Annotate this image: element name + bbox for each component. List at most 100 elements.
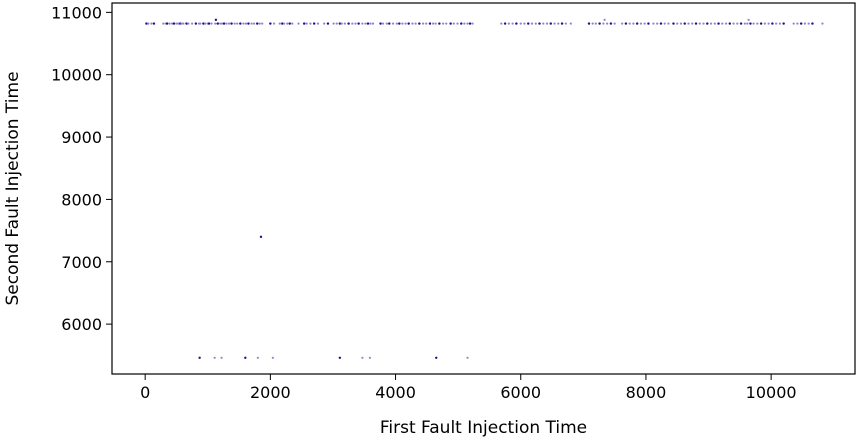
scatter-point (411, 22, 414, 25)
scatter-point (326, 22, 330, 25)
scatter-point (717, 22, 720, 25)
scatter-point (202, 22, 205, 25)
scatter-point (759, 22, 763, 25)
scatter-point (652, 22, 655, 25)
scatter-point (368, 356, 371, 359)
y-tick-label: 9000 (61, 128, 102, 147)
scatter-point (434, 22, 437, 25)
x-tick-label: 0 (140, 383, 150, 402)
scatter-point (385, 22, 388, 25)
scatter-point (369, 22, 372, 25)
scatter-point (721, 22, 724, 25)
scatter-point (407, 22, 410, 25)
scatter-point (172, 22, 176, 25)
scatter-point (340, 22, 343, 25)
scatter-point (351, 22, 354, 25)
scatter-point (435, 356, 438, 359)
scatter-point (643, 22, 646, 25)
scatter-point (792, 22, 795, 25)
y-tick-label: 8000 (61, 190, 102, 209)
scatter-point (168, 22, 171, 25)
scatter-point (460, 22, 463, 25)
scatter-point (656, 22, 659, 25)
scatter-point (679, 22, 683, 25)
scatter-point (591, 22, 594, 25)
scatter-point (511, 22, 514, 25)
scatter-point (635, 22, 639, 25)
scatter-point (221, 22, 224, 25)
scatter-point (564, 22, 567, 25)
scatter-point (233, 22, 236, 25)
scatter-point (691, 22, 694, 25)
scatter-point (702, 22, 705, 25)
scatter-point (242, 22, 245, 25)
x-axis-label: First Fault Injection Time (380, 418, 587, 438)
scatter-point (286, 22, 289, 25)
scatter-point (194, 22, 198, 25)
scatter-point (624, 22, 628, 25)
scatter-point (239, 22, 242, 25)
scatter-points (145, 18, 824, 359)
scatter-point (587, 22, 591, 25)
scatter-point (278, 22, 281, 25)
scatter-point (381, 22, 385, 25)
scatter-point (187, 22, 190, 25)
scatter-point (230, 22, 233, 25)
x-tick-label: 8000 (626, 383, 667, 402)
scatter-point (663, 22, 666, 25)
scatter-point (312, 22, 316, 25)
scatter-point (316, 22, 320, 25)
scatter-point (244, 22, 248, 25)
scatter-point (288, 22, 291, 25)
scatter-point (694, 22, 698, 25)
y-axis-ticks: 6000 7000 8000 9000 10000 11000 (51, 3, 112, 334)
scatter-point (244, 356, 247, 359)
scatter-point (736, 22, 739, 25)
scatter-point (442, 22, 445, 25)
scatter-point (728, 22, 732, 25)
y-axis-label: Second Fault Injection Time (3, 71, 23, 305)
scatter-point (519, 22, 522, 25)
scatter-point (198, 356, 201, 359)
scatter-point (414, 22, 417, 25)
scatter-point (145, 22, 148, 25)
y-tick-label: 10000 (51, 66, 102, 85)
scatter-point (672, 22, 675, 25)
scatter-point (371, 22, 375, 25)
scatter-point (821, 22, 824, 25)
scatter-point (471, 22, 474, 25)
scatter-point (676, 22, 679, 25)
scatter-point (258, 22, 261, 25)
scatter-point (775, 22, 778, 25)
scatter-point (220, 356, 223, 359)
scatter-point (683, 22, 686, 25)
scatter-point (185, 22, 188, 25)
scatter-point (500, 22, 503, 25)
scatter-point (366, 22, 370, 25)
scatter-point (401, 22, 404, 25)
scatter-point (763, 22, 766, 25)
scatter-point (739, 22, 743, 25)
scatter-point (553, 22, 556, 25)
scatter-point (343, 22, 346, 25)
scatter-point (449, 22, 452, 25)
scatter-point (273, 22, 276, 25)
scatter-point (236, 22, 239, 25)
scatter-point (165, 22, 169, 25)
scatter-point (746, 22, 749, 25)
scatter-point (404, 22, 407, 25)
scatter-point (338, 356, 342, 359)
scatter-point (147, 22, 150, 25)
scatter-point (698, 22, 701, 25)
y-tick-label: 11000 (51, 3, 102, 22)
scatter-point (250, 22, 253, 25)
scatter-point (210, 22, 213, 25)
scatter-point (667, 22, 670, 25)
scatter-point (613, 22, 616, 25)
scatter-point (398, 22, 401, 25)
scatter-point (527, 22, 530, 25)
scatter-point (361, 356, 364, 359)
scatter-point (463, 22, 466, 25)
scatter-point (756, 22, 759, 25)
scatter-point (291, 22, 294, 25)
